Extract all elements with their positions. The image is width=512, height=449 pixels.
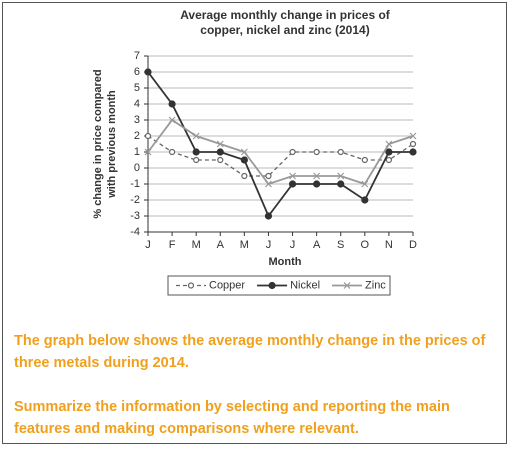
legend-label: Nickel (290, 279, 320, 291)
x-tick-label: S (337, 239, 344, 251)
y-tick-label: -3 (130, 210, 140, 222)
marker (193, 156, 200, 164)
x-tick-label: A (313, 239, 321, 251)
marker (216, 140, 224, 148)
marker (217, 156, 224, 164)
marker (187, 282, 195, 289)
y-axis-title-line: % change in price compared (92, 69, 104, 218)
y-tick-label: 7 (134, 50, 140, 62)
marker (337, 180, 345, 188)
marker (192, 132, 200, 140)
frame (2, 2, 507, 444)
marker (313, 148, 320, 156)
marker (168, 116, 176, 124)
x-tick-label: N (385, 239, 393, 251)
x-tick-label: J (290, 239, 296, 251)
marker (144, 132, 152, 140)
task-text: Summarize the information by selecting a… (14, 399, 450, 437)
marker-stroke (168, 116, 176, 124)
marker (361, 156, 368, 164)
marker (144, 148, 152, 156)
marker-stroke (216, 140, 224, 148)
marker (289, 148, 296, 156)
marker-stroke (343, 282, 351, 289)
legend-label: Zinc (365, 279, 386, 291)
y-tick-label: 6 (134, 66, 140, 78)
marker (241, 172, 248, 180)
marker (361, 196, 369, 204)
marker-stroke (144, 148, 152, 156)
y-tick-label: -2 (130, 194, 140, 206)
marker (313, 172, 321, 180)
y-axis-title-line: with previous month (106, 90, 118, 199)
marker-stroke (385, 140, 393, 148)
marker (409, 148, 417, 156)
x-tick-label: M (192, 239, 201, 251)
marker-stroke (361, 180, 369, 188)
marker (240, 148, 248, 156)
x-tick-label: D (409, 239, 417, 251)
line (147, 118, 414, 186)
x-axis-title: Month (269, 256, 302, 268)
x-tick-label: J (266, 239, 272, 251)
marker-stroke (240, 148, 248, 156)
x-tick-label: A (217, 239, 225, 251)
marker (337, 148, 344, 156)
task-text: The graph below shows the average monthl… (14, 333, 486, 371)
marker (265, 172, 272, 180)
marker (337, 172, 345, 180)
marker (168, 100, 176, 108)
y-tick-label: 2 (134, 130, 140, 142)
y-tick-label: 3 (134, 114, 140, 126)
line (147, 135, 414, 177)
marker-stroke (192, 132, 200, 140)
marker-stroke (289, 172, 296, 180)
marker (385, 140, 393, 148)
marker (289, 172, 296, 180)
y-tick-label: -4 (130, 226, 140, 238)
marker (240, 156, 248, 164)
y-tick-label: -1 (130, 178, 140, 190)
x-tick-label: O (361, 239, 370, 251)
x-tick-label: J (145, 239, 151, 251)
chart: Average monthly change in prices of copp… (92, 8, 417, 296)
marker (288, 180, 297, 188)
marker-stroke (409, 132, 417, 140)
marker-stroke (337, 172, 345, 180)
marker (144, 68, 152, 76)
legend-label: Copper (209, 279, 245, 291)
marker (361, 180, 369, 188)
marker-stroke (265, 180, 272, 188)
marker (385, 148, 393, 156)
marker-stroke (313, 172, 321, 180)
line (147, 71, 413, 218)
y-tick-label: 4 (134, 98, 140, 110)
marker (385, 156, 393, 164)
chart-title: copper, nickel and zinc (2014) (200, 23, 369, 37)
x-tick-label: F (169, 239, 176, 251)
marker (192, 148, 200, 156)
marker (216, 148, 224, 156)
marker (265, 180, 272, 188)
marker (313, 180, 321, 188)
marker (409, 132, 417, 140)
y-tick-label: 1 (134, 146, 140, 158)
marker (268, 281, 276, 290)
marker (264, 212, 273, 220)
y-tick-label: 5 (134, 82, 140, 94)
marker (409, 140, 417, 148)
marker (168, 148, 176, 156)
y-axis-title: % change in price compared with previous… (92, 69, 118, 218)
chart-title: Average monthly change in prices of (180, 8, 391, 22)
x-tick-label: M (240, 239, 249, 251)
marker (343, 282, 351, 289)
y-tick-label: 0 (134, 162, 140, 174)
